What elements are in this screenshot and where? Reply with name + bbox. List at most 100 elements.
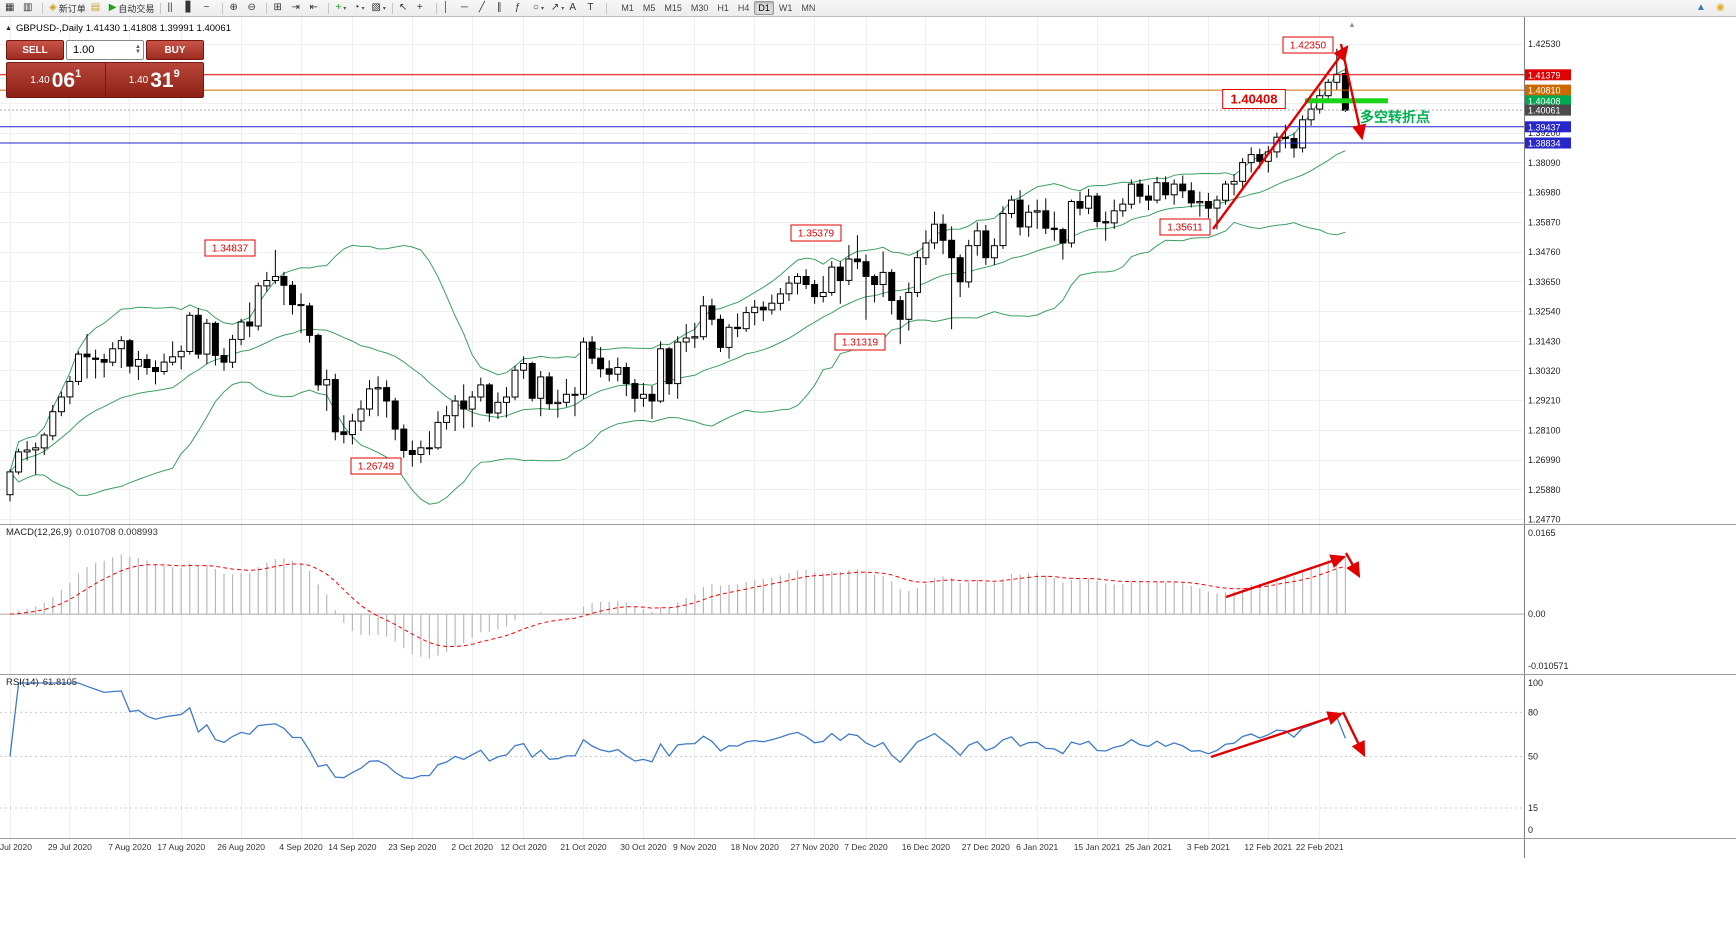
trend-arrow[interactable] bbox=[1210, 711, 1344, 759]
trend-arrow[interactable] bbox=[1341, 711, 1366, 758]
zoom-out-icon-glyph: ⊖ bbox=[247, 2, 256, 13]
price-annotation-text: 1.42350 bbox=[1290, 41, 1327, 52]
timeframe-m5[interactable]: M5 bbox=[642, 3, 656, 13]
time-axis-label: 6 Jan 2021 bbox=[1016, 842, 1058, 852]
timeframe-mn[interactable]: MN bbox=[801, 3, 816, 13]
timeframe-m15[interactable]: M15 bbox=[664, 3, 682, 13]
alerts-icon[interactable]: ◉ bbox=[1714, 2, 1731, 15]
text-label-icon[interactable]: T bbox=[585, 2, 602, 15]
rsi-pane bbox=[0, 682, 1524, 809]
fibonacci-icon[interactable]: ƒ bbox=[513, 2, 530, 15]
horizontal-line-objects[interactable] bbox=[0, 74, 1524, 144]
timeframe-h4[interactable]: H4 bbox=[737, 3, 750, 13]
undock-chart-icon[interactable]: ▲ bbox=[1694, 2, 1711, 15]
arrows-icon[interactable]: ↗ ▾ bbox=[549, 2, 566, 15]
templates-icon[interactable]: ▧ ▾ bbox=[369, 2, 387, 15]
indicators-icon-caret[interactable]: ▾ bbox=[343, 5, 347, 12]
shapes-icon[interactable]: ○ ▾ bbox=[531, 2, 548, 15]
zoom-out-icon[interactable]: ⊖ bbox=[245, 2, 262, 15]
sell-button[interactable]: SELL bbox=[6, 40, 64, 60]
price-annotation-box[interactable] bbox=[1222, 89, 1286, 109]
zoom-in-icon[interactable]: ⊕ bbox=[227, 2, 244, 15]
new-order-button[interactable]: ◈ 新订单 bbox=[47, 2, 88, 15]
vertical-line-icon[interactable]: │ bbox=[441, 2, 458, 15]
chart-shift-marker-icon[interactable]: ▲ bbox=[1348, 20, 1356, 29]
one-click-trading-widget: SELL 1.00 ▲ ▼ BUY 1.40 06 1 1.40 31 9 bbox=[6, 40, 204, 98]
alerts-icon-glyph: ◉ bbox=[1716, 2, 1725, 13]
tile-windows-icon[interactable]: ⊞ bbox=[271, 2, 288, 15]
horizontal-line-icon[interactable]: ─ bbox=[459, 2, 476, 15]
shapes-icon-caret[interactable]: ▾ bbox=[540, 5, 544, 12]
time-axis-label: 23 Sep 2020 bbox=[388, 842, 436, 852]
zoom-in-icon-glyph: ⊕ bbox=[229, 2, 238, 13]
crosshair-icon[interactable]: + bbox=[415, 2, 432, 15]
price-axis-label: 1.32540 bbox=[1528, 307, 1561, 317]
volume-decrease-icon[interactable]: ▼ bbox=[135, 49, 141, 55]
text-icon[interactable]: A bbox=[567, 2, 584, 15]
timeframe-m30[interactable]: M30 bbox=[690, 3, 709, 13]
cursor-icon-glyph: ↖ bbox=[398, 2, 408, 13]
rsi-name: RSI(14) bbox=[6, 677, 39, 688]
time-axis-label: 27 Nov 2020 bbox=[790, 842, 838, 852]
auto-scroll-icon[interactable]: ⇥ bbox=[289, 2, 306, 15]
deposit-gold-icon[interactable]: ▤ bbox=[89, 2, 106, 15]
price-divider bbox=[104, 63, 106, 97]
timeframe-m1[interactable]: M1 bbox=[621, 3, 634, 13]
periods-icon-caret[interactable]: ▾ bbox=[361, 5, 365, 12]
price-annotation-box[interactable] bbox=[790, 224, 842, 242]
indicators-icon-glyph: + bbox=[335, 2, 342, 13]
buy-button[interactable]: BUY bbox=[146, 40, 204, 60]
timeframe-d1[interactable]: D1 bbox=[754, 1, 774, 15]
volume-input[interactable]: 1.00 ▲ ▼ bbox=[66, 40, 144, 60]
price-axis-label: 1.29210 bbox=[1528, 396, 1561, 406]
templates-icon-caret[interactable]: ▾ bbox=[382, 5, 386, 12]
price-axis-label: 1.33650 bbox=[1528, 277, 1561, 287]
chart-shift-icon-glyph: ⇤ bbox=[309, 2, 318, 13]
cursor-icon[interactable]: ↖ bbox=[397, 2, 414, 15]
time-axis-label: 20 Jul 2020 bbox=[0, 842, 32, 852]
price-annotation-box[interactable] bbox=[350, 457, 402, 475]
buy-price-display[interactable]: 1.40 31 9 bbox=[106, 63, 204, 97]
timeframe-h1[interactable]: H1 bbox=[717, 3, 729, 13]
bar-chart-icon[interactable]: || bbox=[165, 2, 182, 15]
new-chart-icon[interactable]: ▦ bbox=[3, 2, 20, 15]
volume-increase-icon[interactable]: ▲ bbox=[135, 44, 141, 50]
time-axis-label: 15 Jan 2021 bbox=[1074, 842, 1121, 852]
trendline-icon[interactable]: ╱ bbox=[477, 2, 494, 15]
price-annotation-text: 1.31319 bbox=[842, 338, 879, 349]
trend-arrow[interactable] bbox=[1225, 554, 1347, 599]
indicators-icon[interactable]: + ▾ bbox=[333, 2, 350, 15]
sell-price-display[interactable]: 1.40 06 1 bbox=[7, 63, 105, 97]
chart-shift-icon[interactable]: ⇤ bbox=[307, 2, 324, 15]
timeframe-w1[interactable]: W1 bbox=[778, 3, 793, 13]
time-axis-label: 14 Sep 2020 bbox=[328, 842, 376, 852]
arrows-icon-caret[interactable]: ▾ bbox=[561, 5, 565, 12]
bollinger-bands bbox=[9, 68, 1346, 505]
price-axis-label: 1.36980 bbox=[1528, 188, 1561, 198]
toolbar-separator bbox=[160, 2, 162, 14]
autotrade-button[interactable]: ▶ 自动交易 bbox=[107, 2, 157, 15]
trend-arrow[interactable] bbox=[1339, 43, 1367, 141]
price-annotation-box[interactable] bbox=[204, 239, 256, 257]
annotations[interactable]: 1.34837 1.26749 1.35379 1.31319 1.35611 1.404… bbox=[204, 20, 1430, 759]
price-annotation-box[interactable] bbox=[834, 333, 886, 351]
toolbar-separator bbox=[435, 2, 437, 14]
trend-arrow[interactable] bbox=[1344, 552, 1361, 579]
price-annotation-box[interactable] bbox=[1159, 218, 1211, 236]
profiles-icon[interactable]: ▥ bbox=[21, 2, 38, 15]
periods-icon[interactable]: ◔ ▾ bbox=[351, 2, 368, 15]
time-axis-label: 7 Aug 2020 bbox=[108, 842, 151, 852]
line-chart-icon[interactable]: ~ bbox=[201, 2, 218, 15]
time-axis-label: 21 Oct 2020 bbox=[560, 842, 607, 852]
trend-arrow[interactable] bbox=[1212, 45, 1349, 230]
equidistant-channel-icon[interactable]: ∥ bbox=[495, 2, 512, 15]
turning-point-note[interactable]: 多空转折点 bbox=[1360, 109, 1430, 125]
price-annotation-box[interactable] bbox=[1282, 36, 1334, 54]
time-axis-label: 2 Oct 2020 bbox=[451, 842, 493, 852]
timeframe-group: M1 M5 M15 M30 H1 H4 D1 W1 MN bbox=[617, 1, 819, 15]
candlestick-chart-icon[interactable]: ▋ bbox=[183, 2, 200, 15]
one-click-toggle-icon[interactable]: ▲ bbox=[5, 25, 12, 32]
buy-price-point: 9 bbox=[173, 68, 180, 80]
price-tag-text: 1.38834 bbox=[1528, 139, 1561, 149]
